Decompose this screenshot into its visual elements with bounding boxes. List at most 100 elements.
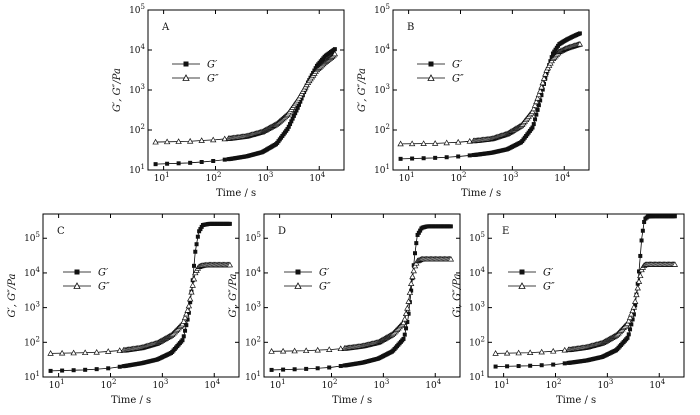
data-point — [338, 364, 343, 369]
data-point — [290, 116, 295, 121]
data-point — [493, 364, 498, 369]
x-tick-label: 103 — [502, 171, 518, 184]
y-tick-label: 102 — [374, 123, 390, 136]
panel-label: D — [278, 226, 286, 237]
data-point — [421, 156, 426, 161]
data-point — [116, 347, 123, 353]
data-point — [285, 127, 290, 132]
series-line — [495, 215, 675, 367]
data-point — [536, 103, 541, 108]
legend-marker — [183, 61, 189, 67]
y-tick-label: 105 — [245, 231, 261, 244]
data-point — [94, 367, 99, 372]
chart-panel-d: 101 102 103 104 101 102 103 104 105 Time / s G′, G… — [228, 213, 461, 406]
x-tick-label: 103 — [257, 171, 273, 184]
data-point — [528, 363, 533, 368]
legend-label: G′ — [452, 60, 463, 71]
legend-marker — [427, 74, 435, 81]
data-point — [639, 238, 644, 243]
x-tick-label: 101 — [49, 378, 65, 391]
y-tick-label: 102 — [469, 335, 485, 348]
y-tick-label: 101 — [469, 370, 485, 383]
y-tick-label: 105 — [24, 231, 40, 244]
series-line — [155, 48, 336, 165]
y-axis-title: G′, G″/Pa — [452, 273, 463, 317]
x-tick-label: 104 — [204, 378, 220, 391]
data-point — [467, 153, 472, 158]
data-point — [179, 320, 186, 327]
data-point — [443, 139, 450, 146]
legend-marker — [519, 269, 525, 275]
data-point — [535, 107, 540, 112]
data-point — [188, 288, 195, 295]
data-point — [189, 282, 196, 288]
data-point — [193, 249, 198, 254]
chart-panel-a: 101 102 103 104 101 102 103 104 105 Time / s G′, G… — [112, 3, 345, 199]
x-tick-label: 102 — [206, 171, 222, 184]
series-line — [50, 264, 230, 354]
data-point — [327, 365, 332, 370]
data-point — [625, 335, 630, 340]
y-axis-title: G′, G″/Pa — [7, 273, 18, 317]
y-tick-label: 102 — [24, 335, 40, 348]
data-point — [188, 160, 193, 165]
y-tick-label: 105 — [469, 231, 485, 244]
data-point — [180, 317, 187, 324]
panel-label: A — [161, 22, 170, 33]
y-axis-title: G′, G″/Pa — [357, 68, 368, 112]
data-point — [539, 79, 546, 86]
data-point — [183, 310, 190, 317]
data-point — [416, 230, 421, 235]
legend-entry: G′ — [508, 268, 554, 279]
data-point — [291, 113, 296, 118]
data-point — [279, 347, 287, 354]
data-point — [413, 251, 418, 256]
y-tick-label: 104 — [469, 266, 485, 279]
data-point — [625, 317, 632, 324]
plot-frame — [147, 9, 345, 171]
data-point — [198, 227, 203, 232]
data-point — [414, 241, 419, 246]
data-point — [289, 119, 294, 124]
series-g-double-prime — [397, 40, 584, 147]
data-point — [297, 102, 302, 107]
data-point — [503, 349, 511, 356]
data-point — [626, 314, 634, 320]
data-point — [197, 229, 202, 234]
data-point — [402, 332, 407, 337]
data-point — [314, 346, 321, 353]
y-axis-title: G′, G″/Pa — [112, 68, 123, 112]
data-point — [534, 94, 541, 101]
data-point — [152, 138, 159, 145]
y-tick-label: 104 — [24, 266, 40, 279]
data-point — [431, 140, 439, 146]
data-point — [286, 124, 291, 129]
data-point — [397, 140, 404, 147]
data-point — [175, 138, 182, 144]
legend-entry: G″ — [417, 74, 464, 85]
data-point — [222, 157, 227, 162]
data-point — [640, 228, 645, 233]
data-point — [408, 140, 416, 147]
legend-label: G″ — [207, 74, 219, 85]
data-point — [398, 156, 403, 161]
data-point — [268, 348, 275, 354]
data-point — [550, 347, 557, 354]
data-point — [404, 304, 411, 311]
data-point — [529, 108, 536, 114]
plot-frame — [42, 213, 240, 378]
data-point — [418, 228, 423, 233]
x-tick-label: 104 — [554, 171, 570, 184]
y-tick-label: 103 — [469, 301, 485, 314]
data-point — [538, 83, 545, 90]
data-point — [186, 295, 194, 302]
data-point — [302, 347, 310, 354]
data-point — [466, 137, 473, 144]
y-tick-label: 103 — [245, 301, 261, 314]
data-point — [153, 162, 158, 167]
data-point — [58, 349, 66, 356]
data-point — [420, 140, 427, 146]
data-point — [540, 87, 545, 92]
data-point — [70, 349, 77, 356]
